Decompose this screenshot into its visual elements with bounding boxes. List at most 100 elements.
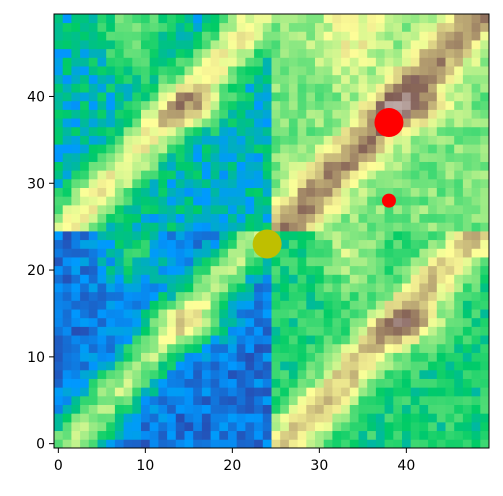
- heatmap-cell: [236, 222, 246, 232]
- heatmap-cell: [315, 300, 325, 310]
- heatmap-cell: [280, 283, 290, 293]
- heatmap-cell: [228, 239, 238, 249]
- heatmap-cell: [132, 404, 142, 414]
- heatmap-cell: [341, 257, 351, 267]
- heatmap-cell: [419, 430, 429, 440]
- heatmap-cell: [132, 109, 142, 119]
- heatmap-cell: [236, 100, 246, 110]
- heatmap-cell: [428, 222, 438, 232]
- heatmap-cell: [323, 265, 333, 275]
- heatmap-cell: [271, 413, 281, 423]
- heatmap-cell: [228, 274, 238, 284]
- heatmap-cell: [149, 187, 159, 197]
- heatmap-cell: [254, 196, 264, 206]
- heatmap-cell: [358, 361, 368, 371]
- heatmap-cell: [201, 222, 211, 232]
- heatmap-cell: [114, 118, 124, 128]
- heatmap-cell: [271, 109, 281, 119]
- heatmap-cell: [97, 326, 107, 336]
- heatmap-cell: [132, 317, 142, 327]
- heatmap-cell: [88, 109, 98, 119]
- heatmap-cell: [210, 317, 220, 327]
- heatmap-cell: [384, 265, 394, 275]
- heatmap-cell: [471, 387, 481, 397]
- heatmap-cell: [62, 369, 72, 379]
- heatmap-cell: [271, 144, 281, 154]
- heatmap-cell: [445, 213, 455, 223]
- heatmap-cell: [141, 335, 151, 345]
- heatmap-cell: [410, 178, 420, 188]
- heatmap-cell: [402, 369, 412, 379]
- heatmap-cell: [106, 421, 116, 432]
- plot-frame: [53, 13, 490, 449]
- heatmap-cell: [428, 161, 438, 171]
- heatmap-cell: [71, 118, 81, 128]
- heatmap-cell: [245, 378, 255, 388]
- heatmap-cell: [193, 309, 203, 319]
- heatmap-cell: [54, 352, 64, 362]
- heatmap-cell: [141, 144, 151, 154]
- heatmap-cell: [349, 152, 359, 162]
- heatmap-cell: [210, 126, 220, 136]
- heatmap-cell: [54, 413, 64, 423]
- heatmap-cell: [410, 14, 420, 24]
- heatmap-cell: [358, 14, 368, 24]
- heatmap-cell: [323, 413, 333, 423]
- heatmap-cell: [262, 187, 272, 197]
- heatmap-cell: [367, 274, 377, 284]
- heatmap-cell: [393, 48, 403, 58]
- heatmap-cell: [410, 317, 420, 327]
- heatmap-cell: [71, 395, 81, 405]
- heatmap-cell: [167, 66, 177, 76]
- heatmap-cell: [210, 144, 220, 154]
- heatmap-cell: [106, 361, 116, 371]
- heatmap-cell: [428, 83, 438, 93]
- heatmap-cell: [341, 92, 351, 102]
- heatmap-cell: [71, 265, 81, 275]
- heatmap-cell: [210, 14, 220, 24]
- heatmap-cell: [462, 326, 472, 336]
- heatmap-cell: [54, 378, 64, 388]
- heatmap-cell: [367, 283, 377, 293]
- heatmap-cell: [228, 421, 238, 432]
- heatmap-cell: [201, 152, 211, 162]
- heatmap-cell: [88, 83, 98, 93]
- heatmap-cell: [210, 395, 220, 405]
- heatmap-cell: [349, 369, 359, 379]
- heatmap-cell: [80, 187, 90, 197]
- heatmap-cell: [419, 361, 429, 371]
- heatmap-cell: [114, 274, 124, 284]
- heatmap-cell: [167, 92, 177, 102]
- heatmap-cell: [193, 178, 203, 188]
- heatmap-cell: [201, 178, 211, 188]
- heatmap-cell: [167, 144, 177, 154]
- heatmap-cell: [384, 378, 394, 388]
- heatmap-cell: [462, 83, 472, 93]
- heatmap-cell: [114, 395, 124, 405]
- heatmap-cell: [375, 404, 385, 414]
- heatmap-cell: [236, 430, 246, 440]
- heatmap-cell: [471, 100, 481, 110]
- heatmap-cell: [462, 144, 472, 154]
- heatmap-cell: [62, 135, 72, 145]
- heatmap-cell: [402, 22, 412, 32]
- heatmap-cell: [158, 283, 168, 293]
- heatmap-cell: [402, 109, 412, 119]
- heatmap-cell: [219, 326, 229, 336]
- heatmap-cell: [280, 257, 290, 267]
- heatmap-cell: [175, 204, 185, 215]
- heatmap-cell: [280, 352, 290, 362]
- heatmap-cell: [62, 421, 72, 432]
- heatmap-cell: [141, 413, 151, 423]
- heatmap-cell: [454, 178, 464, 188]
- heatmap-cell: [132, 378, 142, 388]
- heatmap-cell: [419, 231, 429, 241]
- heatmap-cell: [402, 170, 412, 180]
- heatmap-cell: [167, 274, 177, 284]
- heatmap-cell: [358, 196, 368, 206]
- heatmap-cell: [114, 265, 124, 275]
- heatmap-cell: [271, 135, 281, 145]
- heatmap-cell: [306, 31, 316, 41]
- heatmap-cell: [271, 213, 281, 223]
- heatmap-cell: [297, 40, 307, 50]
